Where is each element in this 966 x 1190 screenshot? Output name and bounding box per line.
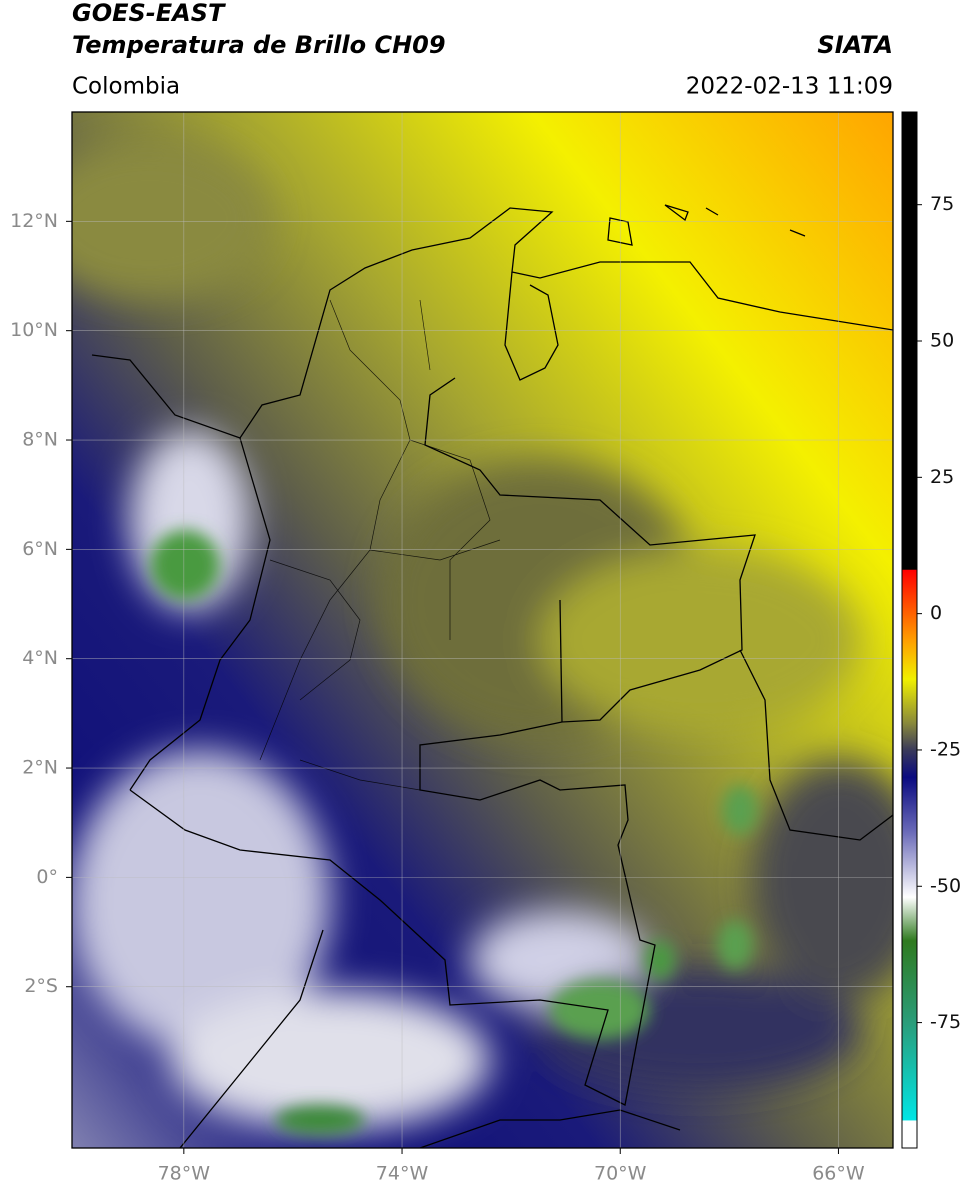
y-tick-label: 12°N	[10, 210, 58, 232]
y-tick-label: 2°S	[24, 975, 58, 997]
y-tick-label: 10°N	[10, 319, 58, 341]
colorbar-tick-label: 0	[930, 602, 942, 624]
x-tick-label: 74°W	[376, 1163, 429, 1185]
colorbar-tick-label: 50	[930, 330, 954, 352]
map-frame	[71, 111, 894, 1149]
title: GOES-EAST	[72, 0, 226, 27]
timestamp: 2022-02-13 11:09	[686, 74, 893, 100]
x-tick-label: 78°W	[158, 1163, 211, 1185]
colorbar-tick-label: -50	[930, 875, 961, 897]
y-tick-label: 6°N	[22, 538, 58, 560]
region: Colombia	[72, 74, 180, 100]
y-tick-label: 0°	[36, 866, 58, 888]
colorbar-fill	[901, 111, 918, 1149]
colorbar-tick-label: -75	[930, 1011, 961, 1033]
y-tick-label: 4°N	[22, 647, 58, 669]
y-tick-label: 8°N	[22, 429, 58, 451]
colorbar-tick-label: 75	[930, 193, 954, 215]
y-tick-label: 2°N	[22, 757, 58, 779]
graticule	[66, 112, 893, 1154]
colorbar: 75 50 25 0 -25 -50 -75	[901, 111, 961, 1149]
x-tick-label: 66°W	[812, 1163, 865, 1185]
colorbar-tick-label: 25	[930, 466, 954, 488]
colorbar-tick-label: -25	[930, 738, 961, 760]
x-tick-label: 70°W	[594, 1163, 647, 1185]
subtitle: Temperatura de Brillo CH09	[72, 31, 446, 59]
satellite-image	[72, 112, 893, 1148]
source: SIATA	[817, 31, 893, 59]
